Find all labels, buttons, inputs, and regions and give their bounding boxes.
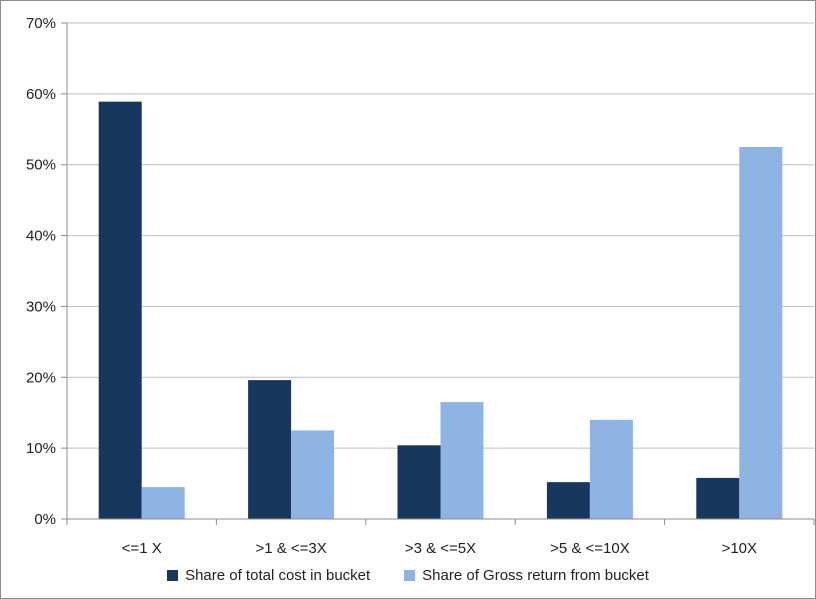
bar-series-1 (546, 482, 590, 519)
legend-swatch-return (404, 570, 416, 581)
bar-series-2 (589, 419, 633, 519)
legend-label-return: Share of Gross return from bucket (422, 567, 649, 584)
x-tick-label: >5 & <=10X (550, 540, 630, 557)
x-tick-label: >1 & <=3X (255, 540, 326, 557)
bar-series-1 (696, 477, 740, 519)
bar-series-2 (291, 430, 335, 519)
x-axis-labels: <=1 X >1 & <=3X >3 & <=5X >5 & <=10X >10X (122, 540, 757, 557)
legend: Share of total cost in bucket Share of G… (1, 567, 815, 584)
bar-series-1 (98, 101, 142, 519)
y-axis-ticks: 0% 10% 20% 30% 40% 50% 60% 70% (26, 15, 67, 528)
bars (98, 101, 783, 519)
bar-series-2 (440, 402, 484, 519)
x-tick-label: >10X (722, 540, 757, 557)
bar-series-1 (248, 380, 292, 519)
bar-chart: 0% 10% 20% 30% 40% 50% 60% 70% <=1 X >1 & <=3X >3… (26, 15, 815, 557)
bar-series-1 (397, 445, 441, 519)
bar-series-2 (739, 147, 783, 519)
y-tick-label: 10% (26, 440, 56, 457)
legend-item-return: Share of Gross return from bucket (404, 567, 649, 584)
legend-item-cost: Share of total cost in bucket (167, 567, 370, 584)
axes (66, 23, 815, 525)
y-tick-label: 0% (34, 511, 56, 528)
x-tick-label: >3 & <=5X (405, 540, 476, 557)
legend-label-cost: Share of total cost in bucket (185, 567, 371, 584)
legend-swatch-cost (167, 570, 179, 581)
y-tick-label: 30% (26, 298, 56, 315)
y-tick-label: 50% (26, 157, 56, 174)
x-tick-label: <=1 X (122, 540, 162, 557)
y-tick-label: 70% (26, 15, 56, 32)
bar-series-2 (141, 487, 185, 519)
y-tick-label: 60% (26, 86, 56, 103)
gridlines (67, 22, 814, 449)
y-tick-label: 40% (26, 228, 56, 245)
y-tick-label: 20% (26, 369, 56, 386)
